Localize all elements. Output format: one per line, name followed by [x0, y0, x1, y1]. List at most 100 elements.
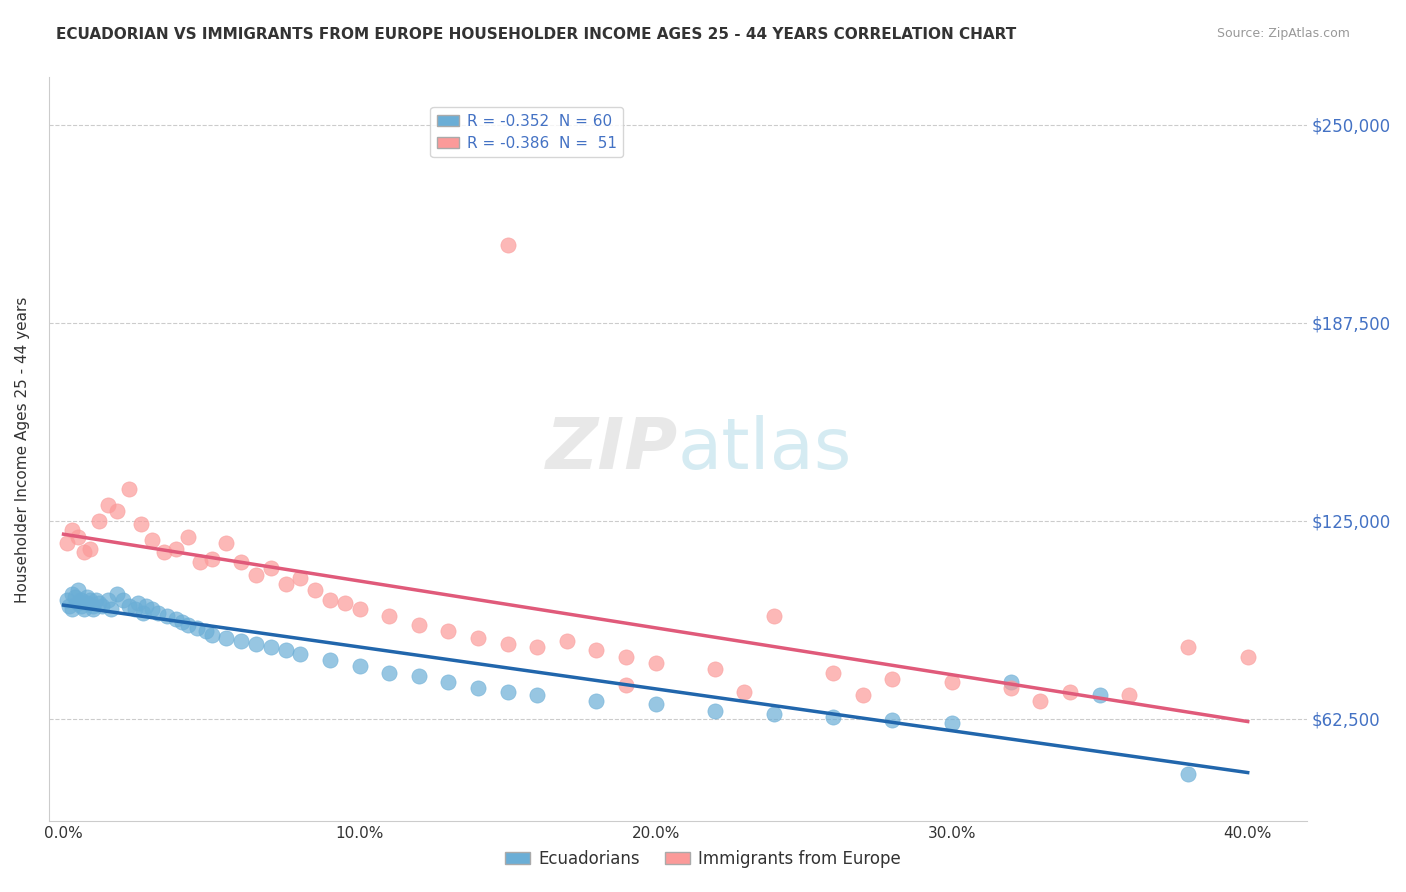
Point [1029, 694, 1052, 708]
Point [65, 590, 87, 604]
Point [333, 596, 356, 610]
Point [1000, 675, 1022, 690]
Point [55, 536, 77, 550]
Point [124, 602, 146, 616]
Point [55, 592, 77, 607]
Point [823, 710, 845, 724]
Point [91, 599, 114, 614]
Point [135, 599, 157, 614]
Text: atlas: atlas [678, 415, 852, 484]
Point [62, 586, 84, 600]
Point [79, 542, 101, 557]
Point [882, 672, 904, 686]
Point [349, 659, 371, 673]
Point [408, 618, 430, 632]
Point [156, 608, 179, 623]
Point [304, 583, 326, 598]
Point [58, 599, 80, 614]
Point [614, 649, 637, 664]
Point [97, 498, 120, 512]
Point [76, 596, 98, 610]
Point [87, 514, 110, 528]
Point [97, 592, 120, 607]
Point [118, 482, 141, 496]
Point [118, 599, 141, 614]
Point [177, 529, 200, 543]
Point [496, 637, 519, 651]
Point [555, 634, 578, 648]
Point [82, 599, 104, 614]
Point [526, 688, 548, 702]
Text: ZIP: ZIP [546, 415, 678, 484]
Point [132, 606, 155, 620]
Point [84, 592, 107, 607]
Point [882, 713, 904, 727]
Point [290, 647, 312, 661]
Point [231, 634, 253, 648]
Point [79, 592, 101, 607]
Text: ECUADORIAN VS IMMIGRANTS FROM EUROPE HOUSEHOLDER INCOME AGES 25 - 44 YEARS CORRE: ECUADORIAN VS IMMIGRANTS FROM EUROPE HOU… [56, 27, 1017, 42]
Point [274, 577, 297, 591]
Point [1088, 688, 1111, 702]
Point [585, 694, 607, 708]
Point [111, 592, 134, 607]
Point [245, 567, 267, 582]
Point [245, 637, 267, 651]
Point [319, 592, 342, 607]
Point [165, 542, 187, 557]
Point [188, 555, 211, 569]
Point [260, 640, 283, 655]
Point [73, 545, 96, 559]
Point [67, 596, 90, 610]
Point [408, 669, 430, 683]
Point [200, 628, 222, 642]
Point [437, 624, 460, 639]
Point [170, 615, 193, 629]
Point [73, 602, 96, 616]
Point [823, 665, 845, 680]
Point [585, 643, 607, 657]
Point [100, 602, 122, 616]
Point [1059, 684, 1081, 698]
Point [437, 675, 460, 690]
Point [274, 643, 297, 657]
Point [467, 631, 489, 645]
Point [703, 663, 725, 677]
Point [215, 536, 238, 550]
Point [177, 618, 200, 632]
Point [67, 583, 90, 598]
Point [349, 602, 371, 616]
Point [467, 681, 489, 696]
Legend: Ecuadorians, Immigrants from Europe: Ecuadorians, Immigrants from Europe [498, 844, 908, 875]
Point [644, 656, 666, 670]
Point [62, 602, 84, 616]
Point [153, 545, 176, 559]
Point [1236, 649, 1258, 664]
Point [1177, 640, 1199, 655]
Point [62, 523, 84, 537]
Point [260, 561, 283, 575]
Point [129, 516, 152, 531]
Point [319, 653, 342, 667]
Point [378, 665, 401, 680]
Point [496, 684, 519, 698]
Point [378, 608, 401, 623]
Point [526, 640, 548, 655]
Point [852, 688, 875, 702]
Point [105, 504, 128, 518]
Point [200, 551, 222, 566]
Point [76, 590, 98, 604]
Point [87, 596, 110, 610]
Point [703, 704, 725, 718]
Point [941, 675, 963, 690]
Point [763, 608, 786, 623]
Point [186, 621, 208, 635]
Point [82, 602, 104, 616]
Point [127, 596, 149, 610]
Point [763, 706, 786, 721]
Point [141, 602, 163, 616]
Point [614, 678, 637, 692]
Point [231, 555, 253, 569]
Point [194, 624, 217, 639]
Point [1177, 767, 1199, 781]
